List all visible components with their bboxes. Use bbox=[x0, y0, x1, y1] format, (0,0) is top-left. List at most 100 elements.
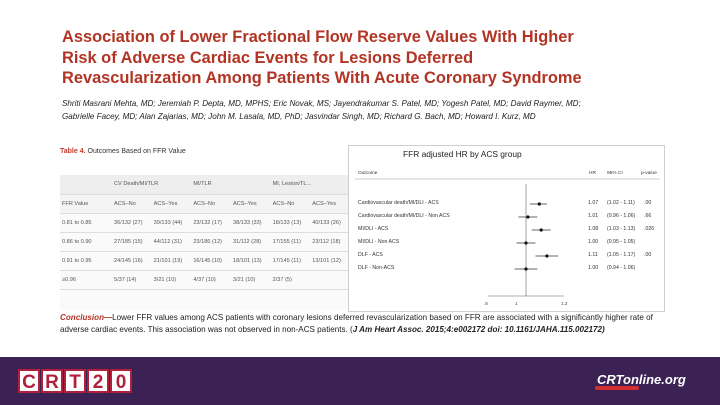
table-cell: 21/101 (19) bbox=[151, 251, 192, 271]
table-sub-header: ACS–No bbox=[112, 194, 152, 214]
forest-col-hr: HR bbox=[589, 171, 596, 176]
table-cell: 36/132 (27) bbox=[112, 213, 152, 233]
forest-hr-point bbox=[545, 254, 549, 258]
table-cell: 4/37 (10) bbox=[191, 270, 231, 290]
author-line: Shriti Masrani Mehta, MD; Jeremiah P. De… bbox=[62, 99, 581, 108]
table-sub-header: ACS–No bbox=[270, 194, 311, 214]
table-group-header-row: CV Death/MI/TLR MI/TLR MI, Lesion/TL... bbox=[60, 175, 350, 195]
forest-row-hr: 1.00 bbox=[588, 265, 599, 271]
table-cell: 17/145 (11) bbox=[270, 251, 311, 271]
logo-letter: 2 bbox=[87, 369, 109, 393]
table-caption-text: Outcomes Based on FFR Value bbox=[87, 148, 186, 155]
forest-axis-tick: .8 bbox=[484, 301, 488, 306]
forest-row-ci: (1.03 - 1.13) bbox=[607, 226, 636, 232]
table-sub-header: ACS–No bbox=[191, 194, 231, 214]
forest-col-ci: 95% CI bbox=[607, 171, 623, 176]
table-cell: 23/132 (17) bbox=[191, 213, 231, 233]
table-group-header: CV Death/MI/TLR bbox=[112, 175, 192, 195]
slide-title: Association of Lower Fractional Flow Res… bbox=[62, 27, 662, 89]
forest-col-p: p-value bbox=[641, 171, 657, 176]
forest-row-ci: (0.95 - 1.05) bbox=[607, 239, 636, 245]
table-cell: 27/185 (15) bbox=[112, 232, 152, 252]
conclusion-text: Conclusion—Lower FFR values among ACS pa… bbox=[60, 312, 678, 335]
table-cell: 23/186 (12) bbox=[191, 232, 231, 252]
table-cell: 39/133 (44) bbox=[151, 213, 192, 233]
conclusion-lead: Conclusion— bbox=[60, 313, 113, 322]
table-cell: 16/145 (10) bbox=[191, 251, 231, 271]
conclusion-body: Lower FFR values among ACS patients with… bbox=[60, 313, 653, 334]
table-cell: 40/133 (26) bbox=[310, 213, 350, 233]
author-list: Shriti Masrani Mehta, MD; Jeremiah P. De… bbox=[62, 97, 682, 123]
forest-row-label: Cardiovascular death/MI/DLI - ACS bbox=[358, 200, 439, 206]
title-line: Association of Lower Fractional Flow Res… bbox=[62, 28, 574, 46]
table-row: 0.86 to 0.90 27/185 (15) 44/112 (31) 23/… bbox=[60, 232, 350, 252]
forest-axis-tick: 1 bbox=[515, 301, 518, 306]
table-group-header: MI, Lesion/TL... bbox=[270, 175, 350, 195]
table-caption: Table 4. Outcomes Based on FFR Value bbox=[60, 148, 186, 155]
forest-plot: FFR adjusted HR by ACS group Outcome HR … bbox=[348, 145, 665, 312]
title-line: Risk of Adverse Cardiac Events for Lesio… bbox=[62, 48, 474, 67]
forest-row-p: .00 bbox=[644, 252, 652, 258]
forest-hr-point bbox=[526, 215, 530, 219]
table-cell bbox=[310, 270, 350, 290]
table-cell: 3/21 (10) bbox=[151, 270, 192, 290]
crtonline-logo: CRTonline.org bbox=[595, 372, 686, 390]
table-caption-label: Table 4. bbox=[60, 148, 86, 155]
crtonline-logo-text: CRTonline.org bbox=[597, 372, 686, 387]
forest-row-p: .00 bbox=[644, 200, 652, 206]
table-sub-header-row: FFR Value ACS–No ACS–Yes ACS–No ACS–Yes … bbox=[60, 194, 350, 214]
forest-row-ci: (1.02 - 1.11) bbox=[607, 200, 635, 206]
table-row: ≥0.96 5/37 (14) 3/21 (10) 4/37 (10) 3/21… bbox=[60, 270, 350, 290]
table-cell: 44/112 (31) bbox=[151, 232, 192, 252]
forest-row-label: DLF - Non-ACS bbox=[358, 265, 395, 271]
crt20-logo: C R T 2 0 bbox=[18, 369, 132, 393]
table-cell: 17/155 (11) bbox=[270, 232, 311, 252]
forest-row-hr: 1.07 bbox=[588, 200, 599, 206]
logo-swoosh bbox=[595, 386, 639, 390]
table-sub-header: ACS–Yes bbox=[151, 194, 192, 214]
forest-row-label: Cardiovascular death/MI/DLI - Non ACS bbox=[358, 213, 450, 219]
table-cell: 5/37 (14) bbox=[112, 270, 152, 290]
forest-hr-point bbox=[537, 202, 541, 206]
table-cell: 18/101 (13) bbox=[230, 251, 271, 271]
table-group-header: MI/TLR bbox=[191, 175, 271, 195]
forest-row-label: MI/DLI - Non ACS bbox=[358, 239, 400, 245]
table-cell: 3/21 (10) bbox=[230, 270, 271, 290]
table-cell: 13/101 (12) bbox=[310, 251, 350, 271]
logo-letter: R bbox=[41, 369, 63, 393]
forest-row-hr: 1.00 bbox=[588, 239, 599, 245]
forest-row-p: .026 bbox=[644, 226, 655, 232]
forest-axis-tick: 1.2 bbox=[561, 301, 568, 306]
title-line: Revascularization Among Patients With Ac… bbox=[62, 69, 582, 87]
table-sub-header: ACS–Yes bbox=[230, 194, 271, 214]
table-cell: 38/133 (33) bbox=[230, 213, 271, 233]
table-group-header bbox=[60, 175, 112, 195]
forest-hr-point bbox=[524, 267, 528, 271]
forest-row-ci: (0.96 - 1.06) bbox=[607, 213, 636, 219]
table-cell: 18/133 (13) bbox=[270, 213, 311, 233]
table-cell: 23/112 (18) bbox=[310, 232, 350, 252]
table-cell: 24/145 (16) bbox=[112, 251, 152, 271]
forest-hr-point bbox=[524, 241, 528, 245]
forest-row-label: MI/DLI - ACS bbox=[358, 226, 389, 232]
forest-row-hr: 1.11 bbox=[588, 252, 598, 258]
forest-plot-svg bbox=[355, 178, 660, 297]
forest-row-ci: (1.05 - 1.17) bbox=[607, 252, 636, 258]
table-cell: ≥0.96 bbox=[60, 270, 112, 290]
outcomes-table: CV Death/MI/TLR MI/TLR MI, Lesion/TL... … bbox=[60, 175, 350, 290]
table-cell: 0.91 to 0.95 bbox=[60, 251, 112, 271]
table-cell: 0.86 to 0.90 bbox=[60, 232, 112, 252]
forest-row-hr: 1.01 bbox=[588, 213, 599, 219]
table-row: 0.91 to 0.95 24/145 (16) 21/101 (19) 16/… bbox=[60, 251, 350, 271]
table-sub-header: ACS–Yes bbox=[310, 194, 350, 214]
table-row: 0.81 to 0.85 36/132 (27) 39/133 (44) 23/… bbox=[60, 213, 350, 233]
table-cell: 2/37 (5) bbox=[270, 270, 311, 290]
forest-col-outcome: Outcome bbox=[358, 171, 378, 176]
table-sub-header: FFR Value bbox=[60, 194, 112, 214]
forest-row-p: .66 bbox=[644, 213, 652, 219]
author-line: Gabrielle Facey, MD; Alan Zajarias, MD; … bbox=[62, 112, 536, 121]
outcomes-table-image: CV Death/MI/TLR MI/TLR MI, Lesion/TL... … bbox=[60, 175, 350, 310]
forest-row-hr: 1.08 bbox=[588, 226, 599, 232]
forest-hr-point bbox=[539, 228, 543, 232]
